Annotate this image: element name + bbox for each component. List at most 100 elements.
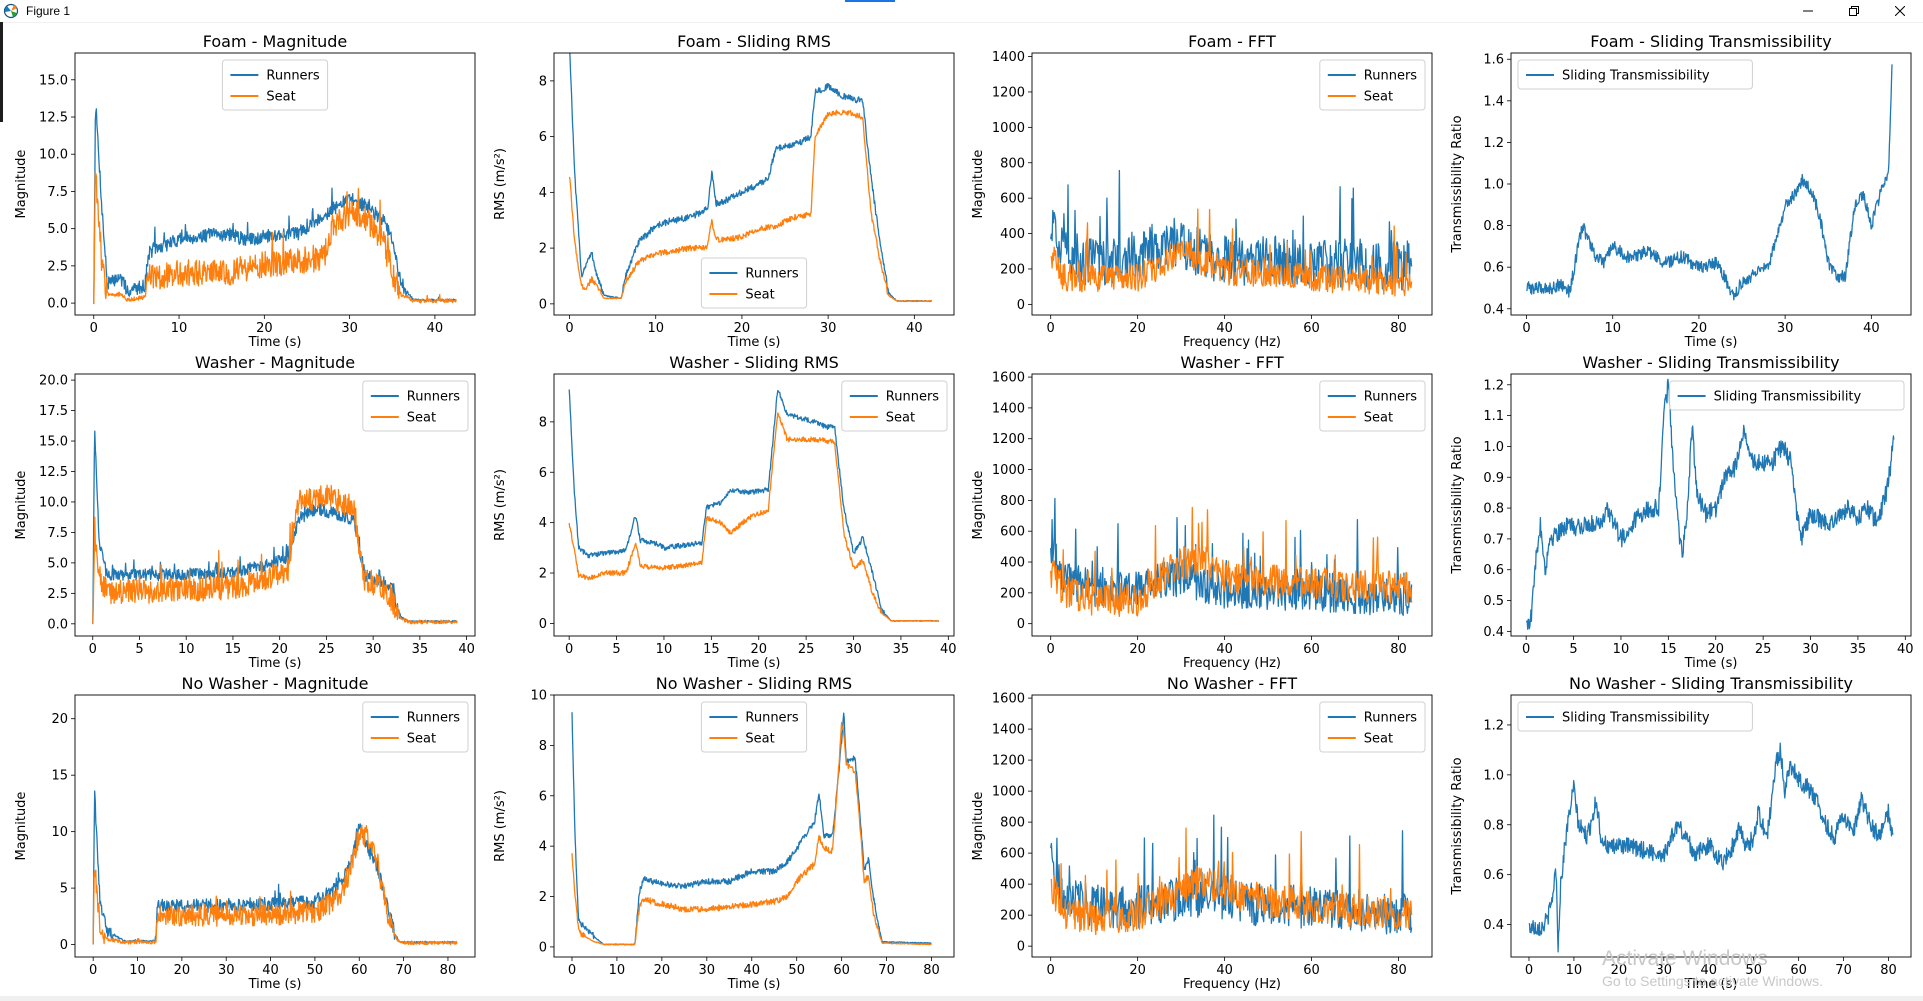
series-line-sliding-transmissibility (1528, 742, 1894, 953)
x-tick-label: 10 (178, 642, 195, 657)
series-line-runners (569, 53, 933, 303)
y-tick-label: 0.9 (1483, 471, 1504, 486)
y-axis-label: Magnitude (971, 792, 986, 861)
legend-label: Seat (407, 411, 436, 426)
series-line-seat (571, 721, 932, 946)
matplotlib-icon (3, 3, 19, 19)
y-tick-label: 0.8 (1483, 219, 1504, 234)
subplot-foam-magnitude: 0 10 20 30 40 0.0 2.5 5.0 7.5 10.0 12.5 15.0 Foam - … (14, 32, 476, 350)
x-tick-label: 60 (1303, 963, 1320, 978)
y-tick-label: 2 (539, 890, 547, 905)
subplot-title: No Washer - FFT (1167, 674, 1297, 693)
subplot-title: Washer - Magnitude (195, 353, 355, 372)
x-tick-label: 15 (1660, 642, 1677, 657)
y-tick-label: 0 (539, 940, 547, 955)
y-tick-label: 1200 (992, 432, 1025, 447)
legend-box (1319, 59, 1426, 111)
legend-label: Seat (886, 411, 915, 426)
series-line-seat (92, 484, 458, 625)
y-tick-label: 200 (1000, 586, 1025, 601)
x-axis-label: Time (s) (1684, 977, 1738, 992)
x-tick-label: 0 (1047, 642, 1055, 657)
y-tick-label: 10 (530, 689, 547, 704)
legend: Runners Seat (1319, 701, 1426, 753)
subplot-title: Foam - Sliding Transmissibility (1590, 32, 1831, 51)
restore-icon (1849, 6, 1859, 16)
legend-box (700, 701, 808, 753)
legend-box (1319, 380, 1426, 432)
y-tick-label: 17.5 (39, 404, 68, 419)
y-tick-label: 0 (539, 297, 547, 312)
x-tick-label: 25 (1755, 642, 1772, 657)
x-axis-label: Frequency (Hz) (1183, 656, 1281, 671)
legend-box (221, 59, 329, 111)
y-tick-label: 1200 (992, 85, 1025, 100)
y-tick-label: 1.2 (1483, 136, 1504, 151)
x-tick-label: 10 (171, 321, 188, 336)
y-tick-label: 15 (51, 769, 68, 784)
legend-label: Runners (407, 390, 461, 405)
y-tick-label: 600 (1000, 847, 1025, 862)
x-tick-label: 5 (135, 642, 143, 657)
subplot-washer-sliding-rms: 0 5 10 15 20 25 30 35 40 0 2 4 6 8 Washer - Sliding RM… (493, 353, 957, 671)
x-tick-label: 15 (703, 642, 720, 657)
y-tick-label: 800 (1000, 156, 1025, 171)
series-line-seat (92, 824, 458, 946)
legend-label: Sliding Transmissibility (1562, 69, 1710, 84)
x-tick-label: 25 (798, 642, 815, 657)
x-tick-label: 80 (440, 963, 457, 978)
legend-box (1669, 380, 1905, 411)
x-tick-label: 50 (1745, 963, 1762, 978)
x-tick-label: 0 (89, 963, 97, 978)
x-tick-label: 10 (1613, 642, 1630, 657)
x-tick-label: 0 (568, 963, 576, 978)
window-title-bar: Figure 1 (0, 0, 1923, 23)
y-tick-label: 8 (539, 739, 547, 754)
x-tick-label: 20 (1129, 642, 1146, 657)
x-axis-label: Frequency (Hz) (1183, 977, 1281, 992)
minimize-icon (1803, 10, 1813, 12)
axes-frame (1031, 373, 1433, 637)
axes-frame (553, 694, 955, 958)
close-button[interactable] (1877, 0, 1923, 22)
x-tick-label: 15 (225, 642, 242, 657)
legend-box (700, 257, 808, 309)
x-tick-label: 40 (427, 321, 444, 336)
x-axis-label: Time (s) (1684, 656, 1738, 671)
x-axis-label: Time (s) (248, 335, 302, 350)
legend: Sliding Transmissibility (1517, 701, 1753, 732)
legend-box (1517, 59, 1753, 90)
y-tick-label: 600 (1000, 525, 1025, 540)
legend-label: Seat (745, 732, 774, 747)
x-tick-label: 20 (750, 642, 767, 657)
subplot-title: No Washer - Sliding Transmissibility (1569, 674, 1853, 693)
maximize-button[interactable] (1831, 0, 1877, 22)
x-tick-label: 80 (923, 963, 940, 978)
x-tick-label: 40 (458, 642, 475, 657)
y-tick-label: 1000 (992, 785, 1025, 800)
x-tick-label: 20 (1129, 963, 1146, 978)
legend: Runners Seat (1319, 59, 1426, 111)
y-axis-label: Magnitude (971, 471, 986, 540)
subplot-no-washer-fft: 0 20 40 60 8002004006008001000120014001600No… (971, 674, 1433, 992)
y-tick-label: 1400 (992, 723, 1025, 738)
y-axis-label: Transmissibility Ratio (1450, 115, 1465, 253)
y-tick-label: 0.0 (47, 617, 68, 632)
series-line-runners (93, 108, 457, 304)
minimize-button[interactable] (1785, 0, 1831, 22)
y-tick-label: 0.4 (1483, 918, 1504, 933)
subplot-title: Washer - FFT (1180, 353, 1284, 372)
subplot-washer-magnitude: 0 5 10 15 20 25 30 35 40 0.0 2.5 5.0 7.5 10.0 12.5 15.0… (14, 353, 476, 671)
legend-label: Runners (407, 711, 461, 726)
y-axis-label: Magnitude (14, 150, 29, 219)
x-tick-label: 0 (1047, 321, 1055, 336)
x-tick-label: 30 (699, 963, 716, 978)
axes-frame (1510, 694, 1912, 958)
y-tick-label: 5.0 (47, 556, 68, 571)
legend-label: Seat (1364, 411, 1393, 426)
y-tick-label: 2.5 (47, 587, 68, 602)
subplot-title: Washer - Sliding Transmissibility (1582, 353, 1839, 372)
series-line-sliding-transmissibility (1525, 378, 1895, 630)
axes-frame (74, 694, 476, 958)
